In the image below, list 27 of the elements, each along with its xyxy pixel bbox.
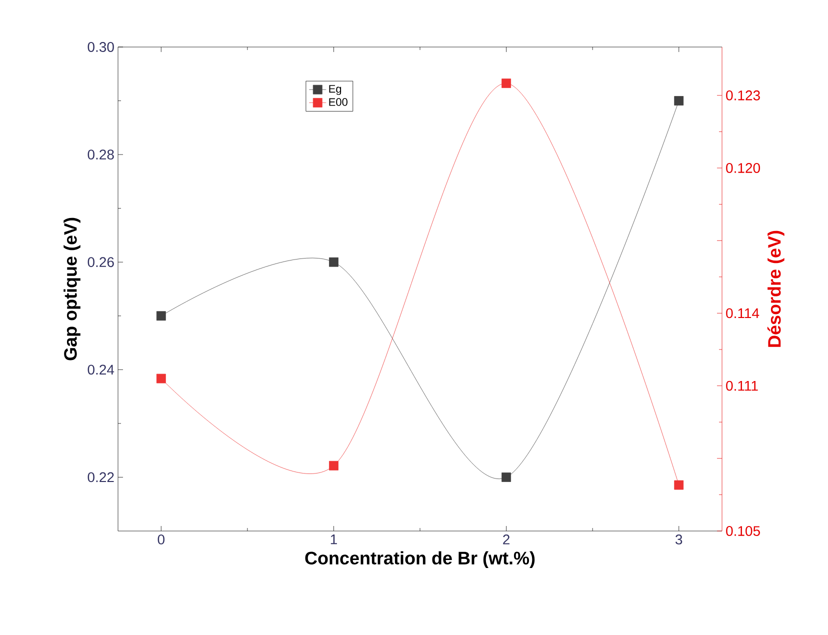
x-tick-label: 1 [330,534,337,544]
x-tick-label: 2 [503,534,510,544]
y2-tick-label: 0.114 [726,308,760,318]
y2-tick-label: 0.123 [726,90,760,100]
point [502,78,511,88]
point [502,472,511,482]
y2-axis-title: Désordre (eV) [767,230,784,347]
point [674,480,684,490]
legend-label: E00 [329,98,348,106]
x-tick-label: 3 [676,534,682,544]
point [156,311,166,321]
legend-label: Eg [329,85,342,95]
y-tick-label: 0.28 [88,150,114,160]
point [156,374,166,384]
point [674,96,684,106]
point [329,460,338,470]
x-axis-title: Concentration de Br (wt.%) [305,551,535,568]
y-tick-label: 0.30 [88,42,114,52]
y-axis-title: Gap optique (eV) [64,218,80,360]
y-tick-label: 0.22 [88,472,114,482]
y2-tick-label: 0.111 [726,380,758,391]
y-tick-label: 0.24 [88,364,114,375]
y2-tick-label: 0.120 [726,163,760,173]
point [329,257,338,267]
y-tick-label: 0.26 [88,257,114,268]
x-tick-label: 0 [158,534,164,544]
y2-tick-label: 0.105 [726,526,760,536]
